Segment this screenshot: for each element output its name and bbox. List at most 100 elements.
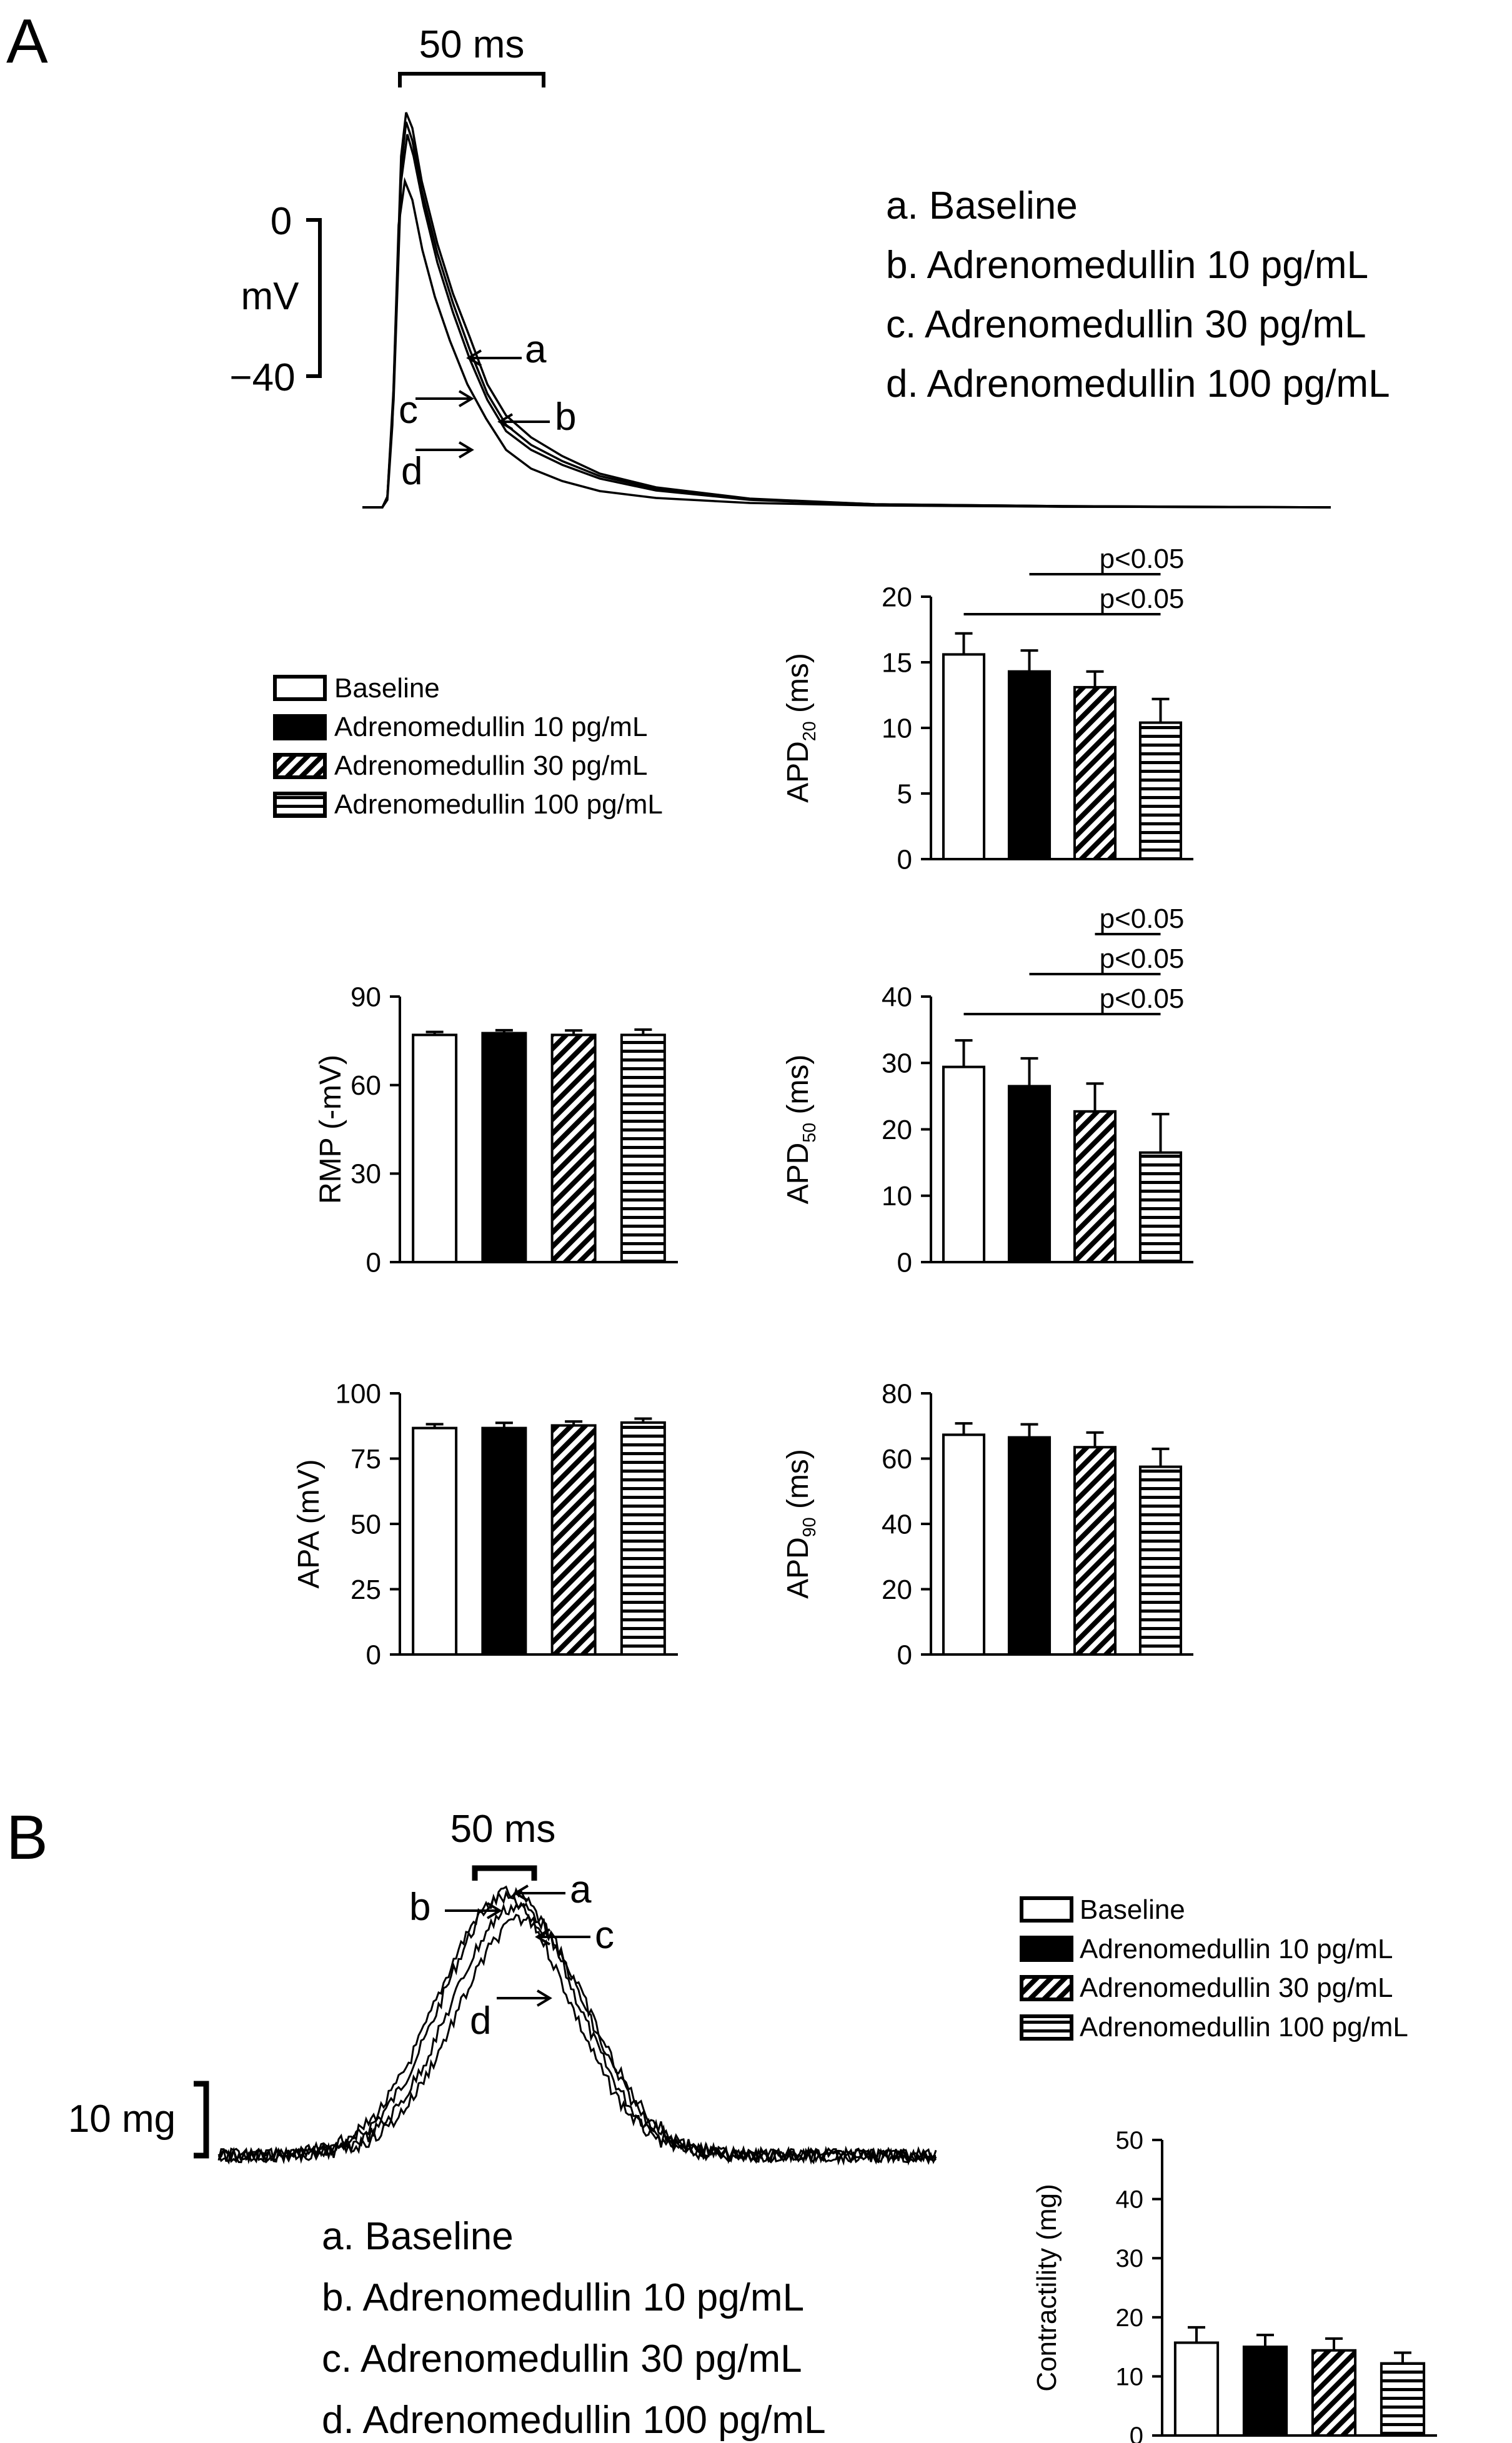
error-bar: [1325, 2337, 1343, 2351]
contraction-traces: [217, 1885, 937, 2166]
contraction-legend-item: a. Baseline: [322, 2215, 514, 2258]
contraction-trace-d: [217, 1913, 937, 2166]
bar-legend-label: Adrenomedullin 30 pg/mL: [1080, 1973, 1393, 2003]
arrow-c: [535, 1928, 590, 1946]
ap-trace-legend: a. Baseline b. Adrenomedullin 10 pg/mL c…: [886, 184, 1390, 406]
bar-legend-label: Adrenomedullin 100 pg/mL: [334, 789, 663, 820]
y-tick-label: 40: [882, 1509, 912, 1540]
y-tick-label: 40: [1116, 2186, 1144, 2214]
bar-10-pg-ml: [1007, 1085, 1052, 1263]
bar-baseline: [412, 1033, 458, 1264]
arrow-d: [497, 1989, 552, 2007]
error-bar: [955, 632, 973, 655]
ap-trace-label-d: d: [401, 450, 422, 493]
chart-apd50: 0 10 20 30 40 APD50 (ms) p<0.05 p<0.05 p<0.05: [782, 903, 1193, 1278]
contraction-trace-label-d: d: [470, 1999, 491, 2042]
ap-legend-item: c. Adrenomedullin 30 pg/mL: [886, 303, 1366, 346]
legend-swatch-100: [273, 792, 327, 818]
chart-apa: 0 25 50 75 100 APA (mV): [292, 1378, 678, 1670]
bar-baseline: [942, 653, 986, 861]
arrow-a: [466, 349, 522, 367]
chart-apd20: 0 5 10 15 20 APD20 (ms) p<0.05 p<0.05: [782, 544, 1193, 875]
legend-swatch-30: [273, 753, 327, 779]
contraction-legend-item: b. Adrenomedullin 10 pg/mL: [322, 2276, 804, 2319]
error-bar: [1020, 1057, 1038, 1087]
ap-trace-label-b: b: [555, 396, 576, 439]
ap-time-scale-bar: 50 ms: [398, 23, 545, 87]
bar-30-pg-ml: [550, 1033, 597, 1264]
contraction-trace-b: [217, 1890, 937, 2165]
bar-legend-label: Adrenomedullin 10 pg/mL: [334, 712, 647, 742]
y-tick-label: 10: [882, 713, 912, 744]
y-tick-label: 20: [882, 1575, 912, 1605]
bar-legend-label: Baseline: [1080, 1894, 1185, 1925]
y-tick-label: 20: [882, 582, 912, 612]
bar-30-pg-ml: [1073, 1446, 1117, 1656]
bar-legend-label: Adrenomedullin 30 pg/mL: [334, 750, 647, 781]
error-bar: [1188, 2326, 1205, 2343]
error-bar: [1086, 1431, 1104, 1448]
contraction-trace-legend: a. Baseline b. Adrenomedullin 10 pg/mL c…: [322, 2215, 826, 2442]
error-bar: [955, 1422, 973, 1435]
error-bar: [955, 1039, 973, 1067]
error-bar: [425, 1030, 444, 1035]
legend-swatch-30: [1020, 1975, 1073, 2001]
y-tick-label: 0: [366, 1247, 381, 1278]
contraction-time-scale-label: 50 ms: [450, 1808, 556, 1851]
y-tick-label: 25: [351, 1575, 381, 1605]
error-bar: [1020, 649, 1038, 672]
significance-label: p<0.05: [1100, 943, 1185, 974]
ap-trace-d: [362, 177, 1331, 509]
ap-trace-label-c: c: [399, 389, 418, 432]
contraction-legend-item: d. Adrenomedullin 100 pg/mL: [322, 2399, 826, 2442]
bar-legend-b: Baseline Adrenomedullin 10 pg/mL Adrenom…: [1020, 1894, 1408, 2042]
y-tick-label: 60: [351, 1070, 381, 1101]
y-tick-label: 100: [336, 1378, 381, 1409]
y-tick-label: 60: [882, 1444, 912, 1475]
error-bar: [1086, 1082, 1104, 1112]
significance-label: p<0.05: [1100, 903, 1185, 934]
y-tick-label: 40: [882, 982, 912, 1012]
y-tick-label: 5: [897, 779, 912, 809]
bar-baseline: [942, 1065, 986, 1263]
error-bar: [565, 1029, 583, 1035]
contraction-trace-c: [217, 1901, 937, 2166]
error-bar: [495, 1028, 513, 1033]
y-axis-label: RMP (-mV): [314, 1055, 347, 1204]
bar-legend-label: Adrenomedullin 100 pg/mL: [1080, 2012, 1408, 2042]
error-bar: [1086, 670, 1104, 687]
arrow-b: [497, 413, 550, 430]
bar-100-pg-ml: [620, 1421, 666, 1656]
y-axis-label: Contractility (mg): [1032, 2184, 1062, 2392]
bar-legend-label: Adrenomedullin 10 pg/mL: [1080, 1934, 1393, 1964]
bar-30-pg-ml: [1073, 1110, 1117, 1263]
chart-contractility: 0 10 20 30 40 50 Contractility (mg): [1032, 2127, 1437, 2443]
y-tick-label: 10: [1116, 2363, 1144, 2391]
error-bar: [1394, 2351, 1411, 2364]
error-bar: [1020, 1423, 1038, 1438]
y-tick-label: 0: [897, 1247, 912, 1278]
y-tick-label: 10: [882, 1181, 912, 1212]
ap-voltage-bottom-label: −40: [229, 356, 295, 399]
y-axis-label: APD50 (ms): [782, 1055, 820, 1205]
chart-apd90: 0 20 40 60 80 APD90 (ms): [782, 1378, 1193, 1670]
y-tick-label: 30: [1116, 2245, 1144, 2272]
ap-legend-item: a. Baseline: [886, 184, 1078, 227]
ap-time-scale-label: 50 ms: [419, 23, 525, 66]
error-bar: [565, 1420, 583, 1426]
contraction-time-scale-bar: 50 ms: [450, 1808, 556, 1881]
bar-10-pg-ml: [1242, 2346, 1288, 2437]
y-tick-label: 80: [882, 1378, 912, 1409]
y-tick-label: 30: [351, 1159, 381, 1190]
y-tick-label: 15: [882, 647, 912, 678]
legend-swatch-baseline: [273, 675, 327, 701]
contraction-legend-item: c. Adrenomedullin 30 pg/mL: [322, 2337, 802, 2381]
legend-swatch-100: [1020, 2014, 1073, 2041]
arrow-b: [445, 1902, 502, 1919]
contraction-trace-label-b: b: [409, 1886, 430, 1929]
arrow-c: [415, 390, 474, 407]
bar-30-pg-ml: [1311, 2349, 1357, 2437]
y-tick-label: 30: [882, 1048, 912, 1079]
bar-legend-a: Baseline Adrenomedullin 10 pg/mL Adrenom…: [273, 673, 663, 820]
